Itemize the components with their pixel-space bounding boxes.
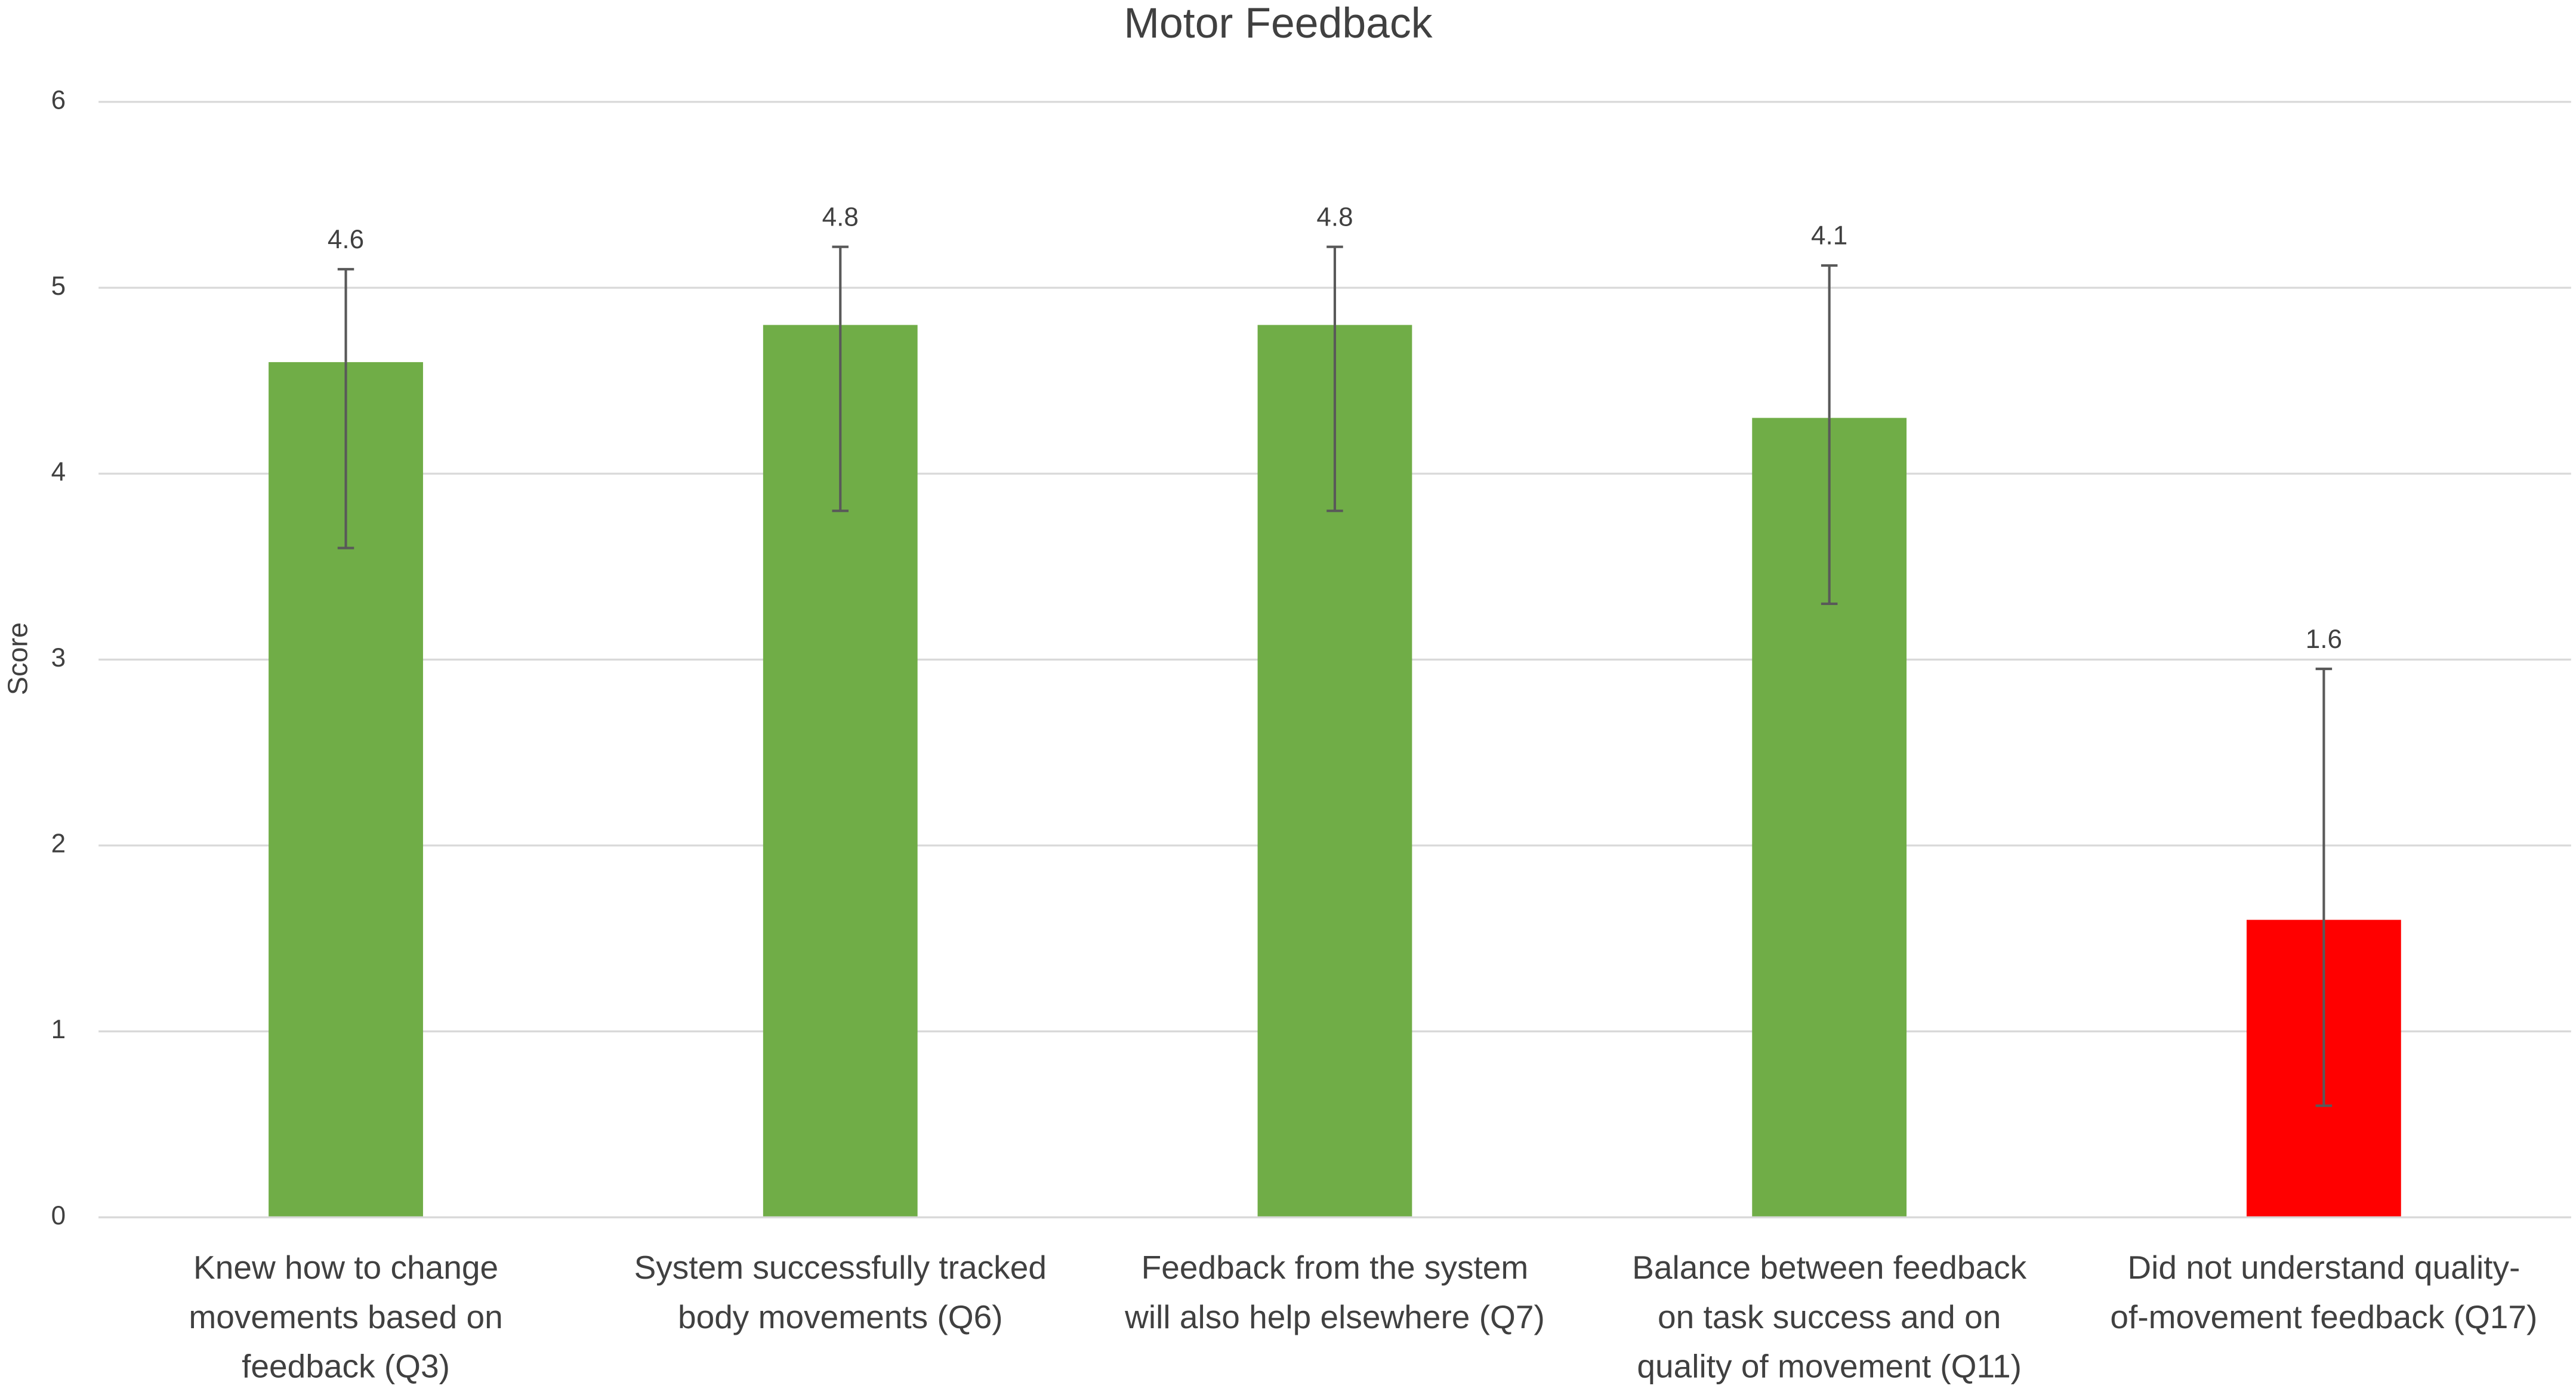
x-tick-label: Feedback from the system will also help e… — [1124, 1249, 1545, 1335]
data-label: 1.6 — [2306, 625, 2342, 654]
x-tick-label: System successfully tracked body movement… — [634, 1249, 1047, 1335]
y-tick-label: 4 — [51, 457, 66, 486]
y-tick-label: 2 — [51, 829, 66, 859]
y-tick-label: 6 — [51, 85, 66, 115]
y-tick-label: 3 — [51, 643, 66, 672]
data-label: 4.8 — [822, 203, 859, 232]
y-tick-label: 5 — [51, 271, 66, 301]
y-tick-label: 1 — [51, 1015, 66, 1044]
y-tick-label: 0 — [51, 1201, 66, 1230]
chart-title: Motor Feedback — [1124, 0, 1432, 47]
y-axis-label: Score — [2, 622, 33, 695]
data-label: 4.6 — [328, 225, 364, 254]
x-tick-label: Did not understand quality-of-movement f… — [2110, 1249, 2537, 1335]
x-tick-label: Knew how to change movements based on feed… — [189, 1249, 502, 1384]
data-label: 4.8 — [1316, 203, 1353, 232]
data-label: 4.1 — [1811, 221, 1847, 251]
x-tick-label: Balance between feedback on task success … — [1632, 1249, 2027, 1384]
